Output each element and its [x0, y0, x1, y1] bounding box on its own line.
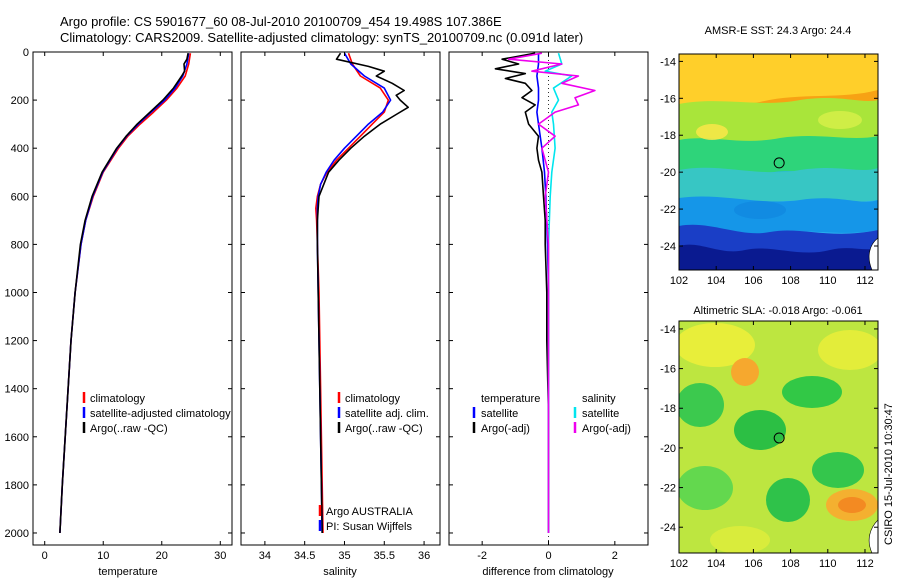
sst-lat-tick-label: -18	[660, 130, 676, 142]
side-timestamp: CSIRO 15-Jul-2010 10:30:47	[883, 403, 895, 545]
sla-lon-tick-label: 104	[707, 558, 725, 570]
sla-argo-location-marker	[773, 432, 785, 444]
difference-xtick-label: 0	[545, 550, 551, 562]
temperature-ytick-label: 1600	[5, 432, 29, 444]
sst-lat-tick-label: -24	[660, 241, 676, 253]
temperature-ytick-label: 600	[11, 191, 29, 203]
temperature-ytick-label: 400	[11, 143, 29, 155]
sla-field	[679, 321, 878, 553]
difference-xlabel: difference from climatology	[482, 566, 614, 578]
sst-lat-tick-label: -16	[660, 93, 676, 105]
legend-label-temp-satellite: satellite	[481, 408, 518, 420]
temperature-series-climatology	[59, 53, 192, 534]
sst-map-title: AMSR-E SST: 24.3 Argo: 24.4	[705, 25, 852, 37]
sla-lon-tick-label: 108	[781, 558, 799, 570]
temperature-series-satellite-adjusted-climatology	[59, 53, 190, 534]
legend-label-argo: Argo(..raw -QC)	[90, 423, 168, 435]
sst-map-panel: AMSR-E SST: 24.3 Argo: 24.4 102 104 106 108…	[660, 25, 879, 287]
sla-map-title: Altimetric SLA: -0.018 Argo: -0.061	[693, 305, 862, 317]
sst-lon-tick-label: 112	[856, 275, 874, 287]
annotation-pi-name: PI: Susan Wijffels	[326, 521, 412, 533]
difference-xtick-label: 2	[612, 550, 618, 562]
temperature-ytick-label: 1400	[5, 384, 29, 396]
sla-lat-tick-label: -16	[660, 364, 676, 376]
salinity-xtick-label: 35.5	[374, 550, 395, 562]
salinity-xtick-label: 34.5	[294, 550, 315, 562]
salinity-xtick-label: 35	[338, 550, 350, 562]
sla-lat-tick-label: -22	[660, 483, 676, 495]
sla-lat-tick-label: -20	[660, 443, 676, 455]
temperature-ytick-label: 0	[23, 47, 29, 59]
salinity-series-argo-raw-qc	[316, 52, 410, 534]
legend-label-satellite-adj: satellite adj. clim.	[345, 408, 429, 420]
temperature-ytick-label: 800	[11, 239, 29, 251]
temperature-xtick-label: 0	[42, 550, 48, 562]
sst-map-frame	[678, 53, 879, 271]
sla-lon-tick-label: 112	[856, 558, 874, 570]
temperature-ytick-label: 1200	[5, 336, 29, 348]
sst-lon-tick-label: 104	[707, 275, 725, 287]
sst-lon-tick-label: 102	[670, 275, 688, 287]
sla-lon-tick-label: 102	[670, 558, 688, 570]
temperature-xtick-label: 10	[97, 550, 109, 562]
temperature-ytick-label: 1000	[5, 287, 29, 299]
salinity-xtick-label: 36	[418, 550, 430, 562]
temperature-axes-frame	[32, 51, 233, 546]
sla-lat-tick-label: -18	[660, 403, 676, 415]
sst-lon-tick-label: 106	[744, 275, 762, 287]
temperature-xtick-label: 20	[156, 550, 168, 562]
temperature-xtick-label: 30	[214, 550, 226, 562]
salinity-legend: climatology satellite adj. clim. Argo(..…	[318, 392, 429, 533]
temperature-legend: climatology satellite-adjusted climatolo…	[82, 392, 231, 435]
difference-xtick-label: -2	[477, 550, 487, 562]
sst-lat-tick-label: -22	[660, 204, 676, 216]
salinity-panel: 34 34.5 35 35.5 36 salinity climatology sate…	[240, 51, 441, 578]
temperature-ytick-label: 200	[11, 95, 29, 107]
salinity-series-climatology	[314, 52, 390, 534]
difference-panel: -2 0 2 difference from climatology tempera…	[448, 51, 649, 578]
salinity-xtick-label: 34	[259, 550, 271, 562]
sla-lon-tick-label: 110	[819, 558, 837, 570]
difference-series-temperature-argo-adj	[494, 52, 550, 533]
legend-label-satellite-adjusted: satellite-adjusted climatology	[90, 408, 231, 420]
legend-label-argo: Argo(..raw -QC)	[345, 423, 423, 435]
salinity-axes-frame	[240, 51, 441, 546]
temperature-xlabel: temperature	[98, 566, 157, 578]
sst-lon-tick-label: 108	[781, 275, 799, 287]
legend-label-climatology: climatology	[90, 393, 146, 405]
sla-map-frame	[678, 320, 879, 554]
sst-argo-location-marker	[773, 157, 785, 169]
sla-lat-tick-label: -24	[660, 522, 676, 534]
sst-lon-tick-label: 110	[819, 275, 837, 287]
difference-series-salinity-argo-adj	[507, 52, 596, 533]
sst-lat-tick-label: -14	[660, 56, 676, 68]
legend-title-temperature: temperature	[481, 393, 540, 405]
sla-lon-tick-label: 106	[744, 558, 762, 570]
temperature-series-argo-raw-qc	[59, 53, 189, 534]
legend-title-salinity: salinity	[582, 393, 616, 405]
temperature-panel: 0 10 20 30 0 200 400 600 800 1000 1200 1400 1600 1800…	[5, 47, 233, 578]
legend-label-sal-argo: Argo(-adj)	[582, 423, 631, 435]
sst-lat-tick-label: -20	[660, 167, 676, 179]
legend-label-sal-satellite: satellite	[582, 408, 619, 420]
temperature-ytick-label: 1800	[5, 480, 29, 492]
salinity-xlabel: salinity	[323, 566, 357, 578]
temperature-ytick-label: 2000	[5, 528, 29, 540]
sst-field	[679, 54, 878, 270]
legend-label-temp-argo: Argo(-adj)	[481, 423, 530, 435]
legend-label-climatology: climatology	[345, 393, 401, 405]
difference-legend: temperature salinity satellite Argo(-adj…	[472, 393, 631, 435]
figure-title-line-2: Climatology: CARS2009. Satellite-adjuste…	[60, 30, 583, 45]
annotation-argo-australia: Argo AUSTRALIA	[326, 506, 413, 518]
figure-title-line-1: Argo profile: CS 5901677_60 08-Jul-2010 …	[60, 14, 502, 29]
sla-map-panel: Altimetric SLA: -0.018 Argo: -0.061 102 1…	[660, 305, 879, 570]
sla-lat-tick-label: -14	[660, 324, 676, 336]
